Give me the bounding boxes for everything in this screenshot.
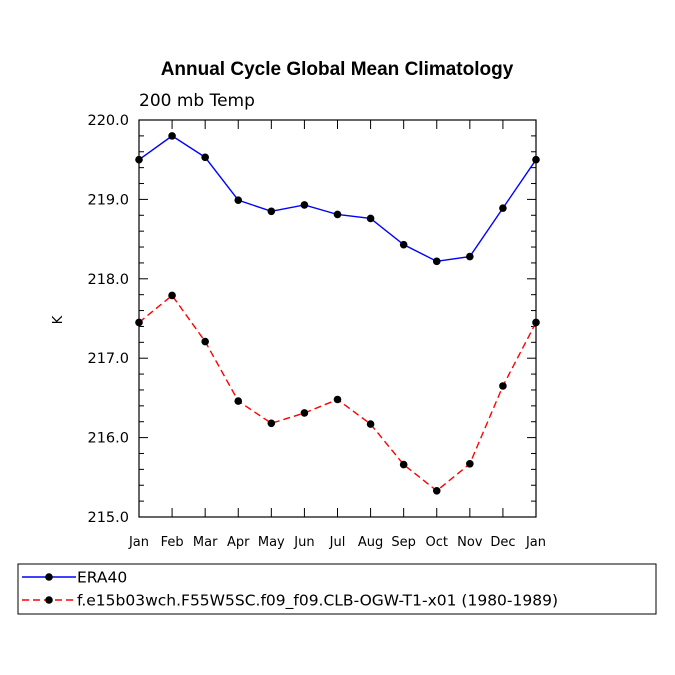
series-2-point bbox=[300, 409, 309, 417]
series-1-point bbox=[267, 207, 276, 216]
series-1-point bbox=[532, 155, 540, 164]
series-2-point bbox=[432, 486, 441, 495]
series-1-point bbox=[399, 240, 408, 249]
series-line-1 bbox=[138, 135, 537, 263]
x-tick-label: Jun bbox=[293, 535, 314, 550]
y-tick-label: 217.0 bbox=[87, 351, 129, 367]
series-2-point bbox=[366, 420, 375, 428]
series-2-point bbox=[267, 419, 276, 428]
x-tick-label: Dec bbox=[490, 535, 515, 550]
series-1-point bbox=[201, 153, 209, 162]
series-2-point bbox=[135, 318, 143, 327]
series-1-point bbox=[168, 132, 176, 140]
series-2-point bbox=[499, 382, 507, 390]
series-2-point bbox=[399, 460, 408, 469]
series-1-point bbox=[432, 257, 441, 266]
x-tick-label: Mar bbox=[193, 535, 218, 550]
series-2-point bbox=[333, 395, 342, 404]
plot-frame bbox=[138, 119, 537, 518]
legend-entry-1: ERA40 bbox=[77, 569, 127, 587]
x-tick-label: Jul bbox=[329, 535, 346, 550]
legend-swatch-marker-2 bbox=[45, 596, 53, 604]
chart-title: Annual Cycle Global Mean Climatology bbox=[161, 59, 514, 80]
x-tick-label: Oct bbox=[426, 535, 448, 550]
series-2-point bbox=[201, 337, 209, 346]
y-axis-label-group: K bbox=[51, 315, 66, 324]
y-axis-label: K bbox=[51, 315, 66, 324]
y-tick-label: 220.0 bbox=[87, 113, 129, 129]
series-2-point bbox=[532, 318, 540, 327]
series-1-point bbox=[466, 252, 474, 261]
series-1-point bbox=[234, 196, 243, 204]
x-tick-label: Nov bbox=[457, 535, 483, 550]
legend-box bbox=[17, 563, 657, 615]
y-tick-label: 218.0 bbox=[87, 272, 129, 288]
legend-entry-2: f.e15b03wch.F55W5SC.f09_f09.CLB-OGW-T1-x… bbox=[77, 592, 558, 611]
series-2-point bbox=[234, 397, 243, 405]
series-1-point bbox=[333, 210, 342, 219]
series-1-point bbox=[300, 201, 309, 209]
x-tick-label: Jan bbox=[525, 535, 546, 550]
x-tick-label: Feb bbox=[161, 535, 184, 550]
legend-swatch-marker-1 bbox=[45, 573, 53, 581]
series-2-point bbox=[168, 291, 176, 300]
x-tick-label: Apr bbox=[227, 535, 250, 550]
series-line-2 bbox=[138, 294, 537, 492]
series-1-point bbox=[135, 155, 143, 164]
y-tick-label: 216.0 bbox=[87, 431, 129, 447]
x-tick-label: Sep bbox=[391, 535, 416, 550]
legend: ERA40 f.e15b03wch.F55W5SC.f09_f09.CLB-OGW… bbox=[17, 563, 657, 615]
series-1-point bbox=[366, 214, 375, 223]
y-tick-label: 215.0 bbox=[87, 510, 129, 526]
series-2-point bbox=[466, 460, 474, 468]
chart-subtitle: 200 mb Temp bbox=[139, 91, 255, 111]
y-tick-label: 219.0 bbox=[87, 192, 129, 208]
x-tick-label: Jan bbox=[128, 535, 149, 550]
series-1-point bbox=[499, 204, 507, 212]
x-tick-label: May bbox=[258, 535, 285, 550]
plot-area: 215.0 216.0 217.0 218.0 219.0 220.0 Jan Feb Mar A… bbox=[87, 113, 546, 550]
x-tick-label: Aug bbox=[358, 535, 383, 550]
